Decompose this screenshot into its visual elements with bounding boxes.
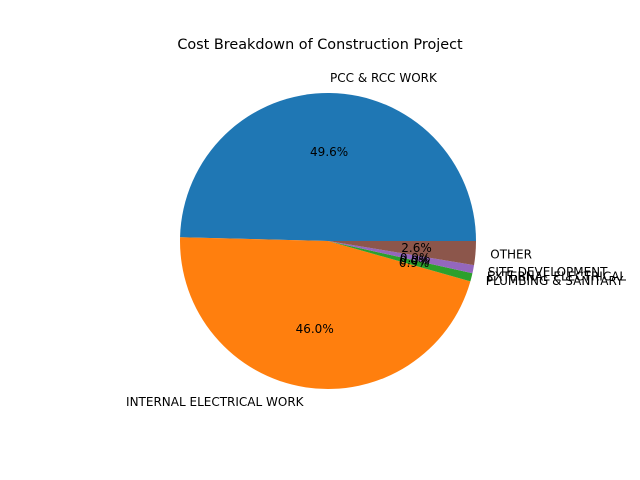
pie-slices [179, 92, 476, 390]
slice-percent-external-electrical: 0.0% [399, 253, 430, 267]
slice-percent-other: 2.6% [401, 241, 432, 255]
slice-label-plumbing-sanitary: PLUMBING & SANITARY [486, 274, 624, 288]
pie-slice-site-development [328, 241, 475, 274]
slice-label-other: OTHER [490, 247, 532, 261]
slice-percent-plumbing-sanitary: 0.9% [399, 256, 430, 270]
chart-title: Cost Breakdown of Construction Project [177, 37, 463, 53]
pie-slice-pcc-rcc-work [180, 92, 476, 241]
slice-percent-site-development: 0.9% [400, 251, 431, 265]
pie-slice-other [328, 241, 476, 266]
pie-slice-internal-electrical-work [179, 237, 471, 390]
pie-slice-plumbing-sanitary [328, 241, 473, 282]
slice-label-site-development: SITE DEVELOPMENT [488, 265, 608, 279]
slice-label-external-electrical: EXTERNAL ELECTRICAL [487, 270, 627, 284]
slice-label-pcc-rcc-work: PCC & RCC WORK [330, 71, 438, 85]
slice-label-internal-electrical-work: INTERNAL ELECTRICAL WORK [126, 395, 305, 409]
pie-labels: PCC & RCC WORK 49.6% INTERNAL ELECTRICAL W… [126, 71, 626, 409]
slice-percent-internal-electrical-work: 46.0% [296, 322, 334, 336]
slice-percent-pcc-rcc-work: 49.6% [310, 145, 348, 159]
